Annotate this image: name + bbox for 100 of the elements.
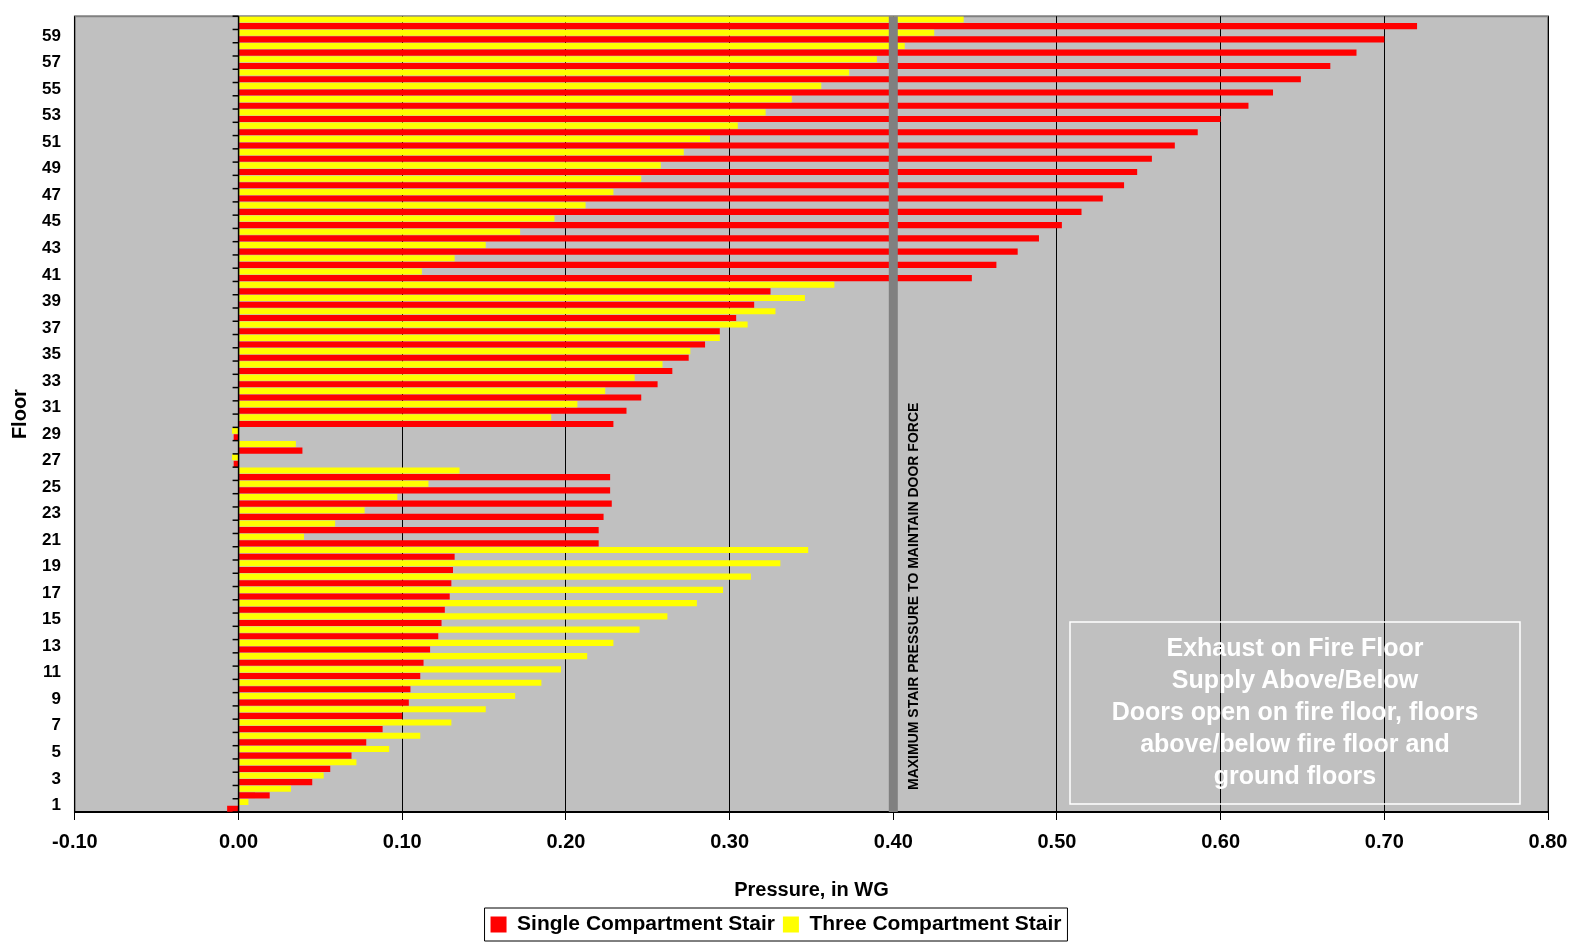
bar bbox=[239, 381, 658, 388]
bar bbox=[239, 275, 972, 282]
bar bbox=[239, 533, 305, 540]
x-tick-label: -0.10 bbox=[52, 829, 98, 852]
y-tick-label: 29 bbox=[41, 423, 61, 443]
x-tick-label: 0.80 bbox=[1528, 829, 1568, 852]
bar bbox=[239, 467, 460, 474]
bar bbox=[239, 573, 751, 580]
y-tick-label: 51 bbox=[41, 131, 61, 151]
bar bbox=[239, 474, 611, 481]
y-tick-label: 41 bbox=[41, 264, 61, 284]
y-tick-label: 7 bbox=[51, 715, 61, 735]
bar bbox=[239, 440, 296, 447]
y-tick-label: 35 bbox=[41, 344, 61, 364]
bar bbox=[239, 765, 331, 772]
bar bbox=[239, 96, 792, 103]
bar bbox=[239, 341, 706, 348]
legend-label: Three Compartment Stair bbox=[809, 911, 1062, 935]
x-tick-label: 0.30 bbox=[710, 829, 750, 852]
bar bbox=[239, 367, 673, 375]
bar bbox=[239, 149, 684, 156]
y-tick-label: 15 bbox=[41, 609, 61, 629]
bar bbox=[239, 785, 291, 792]
bar bbox=[239, 633, 439, 640]
bar bbox=[239, 248, 1018, 255]
bar bbox=[239, 673, 421, 680]
bar bbox=[239, 334, 720, 341]
bar bbox=[239, 155, 1152, 162]
bar bbox=[239, 354, 689, 361]
bar bbox=[239, 241, 486, 249]
y-tick-label: 3 bbox=[51, 768, 61, 788]
x-tick-label: 0.50 bbox=[1037, 829, 1077, 852]
y-tick-label: 49 bbox=[41, 158, 61, 178]
y-tick-label: 45 bbox=[41, 211, 61, 231]
y-tick-label: 43 bbox=[41, 238, 61, 257]
bar bbox=[239, 82, 822, 89]
bar bbox=[239, 261, 997, 268]
bar bbox=[239, 36, 1385, 43]
bar bbox=[239, 639, 614, 646]
bar bbox=[239, 513, 604, 520]
bar bbox=[239, 566, 453, 573]
bar bbox=[239, 29, 935, 36]
y-tick-label: 25 bbox=[41, 476, 61, 496]
bar bbox=[239, 268, 422, 275]
bar bbox=[239, 208, 1082, 215]
bar bbox=[239, 314, 737, 321]
bar bbox=[239, 62, 1331, 69]
bar bbox=[239, 480, 429, 487]
bar bbox=[239, 16, 964, 23]
bar bbox=[239, 745, 390, 753]
bar bbox=[239, 527, 599, 534]
bar bbox=[239, 792, 270, 799]
bar bbox=[239, 732, 421, 739]
y-tick-label: 27 bbox=[41, 450, 61, 470]
bar bbox=[239, 507, 365, 514]
y-tick-label: 33 bbox=[41, 370, 61, 390]
y-tick-label: 19 bbox=[41, 556, 61, 576]
y-tick-label: 59 bbox=[41, 25, 61, 45]
bar bbox=[239, 56, 877, 63]
bar bbox=[239, 361, 663, 368]
bar bbox=[239, 447, 303, 454]
bar bbox=[239, 49, 1357, 56]
bar bbox=[239, 699, 409, 706]
bar bbox=[239, 553, 455, 560]
bar bbox=[239, 188, 614, 195]
bar bbox=[239, 779, 313, 786]
bar bbox=[239, 759, 357, 766]
bar bbox=[239, 606, 445, 613]
bar bbox=[239, 692, 516, 699]
bar bbox=[239, 394, 642, 401]
bar bbox=[239, 202, 586, 209]
bar bbox=[239, 799, 249, 806]
bar bbox=[239, 281, 835, 288]
bar bbox=[239, 580, 452, 587]
x-tick-label: 0.10 bbox=[382, 829, 422, 852]
bar bbox=[239, 182, 1125, 189]
x-tick-label: 0.70 bbox=[1364, 829, 1404, 852]
y-tick-label: 23 bbox=[41, 503, 61, 523]
y-tick-label: 21 bbox=[41, 529, 61, 549]
x-axis-title: Pressure, in WG bbox=[734, 877, 889, 900]
bar bbox=[239, 653, 588, 660]
bar bbox=[239, 387, 606, 394]
bar bbox=[239, 374, 635, 381]
bar bbox=[239, 752, 352, 759]
bar bbox=[239, 626, 640, 633]
y-tick-label: 47 bbox=[41, 184, 61, 204]
bar bbox=[239, 487, 611, 494]
x-tick-label: 0.20 bbox=[546, 829, 586, 852]
y-tick-label: 37 bbox=[41, 317, 61, 337]
bar bbox=[239, 109, 766, 116]
bar bbox=[239, 401, 578, 408]
bar bbox=[239, 666, 562, 673]
bar bbox=[239, 162, 661, 169]
bar bbox=[239, 520, 336, 527]
bar bbox=[239, 348, 691, 355]
bar bbox=[239, 540, 599, 547]
y-tick-label: 53 bbox=[41, 105, 61, 125]
bar bbox=[239, 288, 771, 295]
bar bbox=[239, 142, 1175, 149]
bar bbox=[239, 122, 738, 129]
